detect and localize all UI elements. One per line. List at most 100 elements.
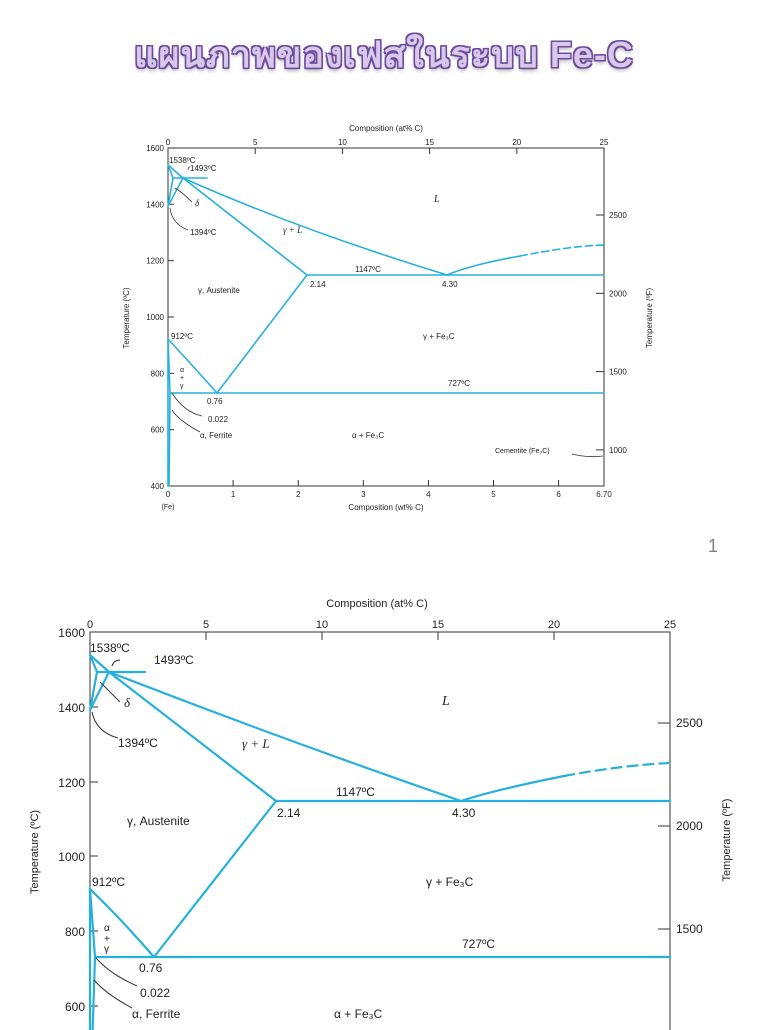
left-tick-label: 600 <box>65 1000 85 1014</box>
label-214: 2.14 <box>277 806 301 820</box>
liquidus-cementite-solid <box>459 774 566 803</box>
label-liquid: L <box>433 194 440 205</box>
left-axis-title: Temperature (ºC) <box>122 287 131 348</box>
top-tick-label: 20 <box>548 619 560 631</box>
top-tick-label: 10 <box>338 138 347 147</box>
label-1493: 1493ºC <box>154 653 194 667</box>
top-tick-label: 0 <box>87 619 93 631</box>
bottom-tick-label: 2 <box>296 490 301 499</box>
alpha-solvus <box>88 887 97 1030</box>
acm-line <box>216 274 308 394</box>
liquidus-line <box>167 164 448 276</box>
arrow-0022 <box>171 392 203 417</box>
left-tick-label: 800 <box>65 925 85 939</box>
leader-arrows <box>91 659 138 1009</box>
left-tick-label: 400 <box>151 482 165 491</box>
a3-line <box>167 338 218 394</box>
liquidus-cementite-dashed <box>519 244 605 257</box>
arrow-cementite <box>571 453 604 458</box>
delta-solidus <box>167 164 174 207</box>
label-1147: 1147ºC <box>336 785 375 799</box>
label-0022: 0.022 <box>208 415 229 424</box>
phase-boundaries <box>88 653 672 1030</box>
right-tick-label: 1500 <box>609 368 627 377</box>
top-axis-title: Composition (at% C) <box>326 598 427 610</box>
label-gamma: γ <box>104 944 109 955</box>
label-gamma: γ <box>180 383 184 390</box>
fe-label: (Fe) <box>162 504 175 511</box>
label-076: 0.76 <box>207 397 223 406</box>
label-alpha-fe3c: α + Fe₃C <box>334 1007 383 1021</box>
label-cementite: Cementite (Fe₃C) <box>495 448 550 455</box>
right-axis-ticks <box>596 214 604 451</box>
label-912: 912ºC <box>92 875 125 889</box>
arrow-ferrite <box>93 979 133 1009</box>
label-1394: 1394ºC <box>118 736 158 750</box>
page-number: 1 <box>708 536 719 556</box>
right-tick-label: 1500 <box>676 922 703 936</box>
left-tick-label: 1200 <box>146 257 164 266</box>
label-430: 4.30 <box>442 280 458 289</box>
top-tick-label: 5 <box>203 619 209 631</box>
gamma-delta-boundary <box>167 177 184 207</box>
right-tick-label: 1000 <box>609 446 627 455</box>
top-tick-label: 25 <box>664 619 676 631</box>
left-tick-label: 1400 <box>146 200 164 209</box>
right-axis-ticks <box>658 722 670 930</box>
right-axis-title: Temperature (ºF) <box>645 288 654 349</box>
arrow-ferrite <box>171 409 201 433</box>
bottom-axis-ticks <box>167 480 560 486</box>
label-1493: 1493ºC <box>190 164 217 173</box>
plot-frame <box>89 631 671 1030</box>
arrow-1493 <box>187 166 191 171</box>
label-912: 912ºC <box>171 332 193 341</box>
label-1394: 1394ºC <box>190 228 217 237</box>
acm-line <box>152 799 278 959</box>
bottom-tick-label: 3 <box>361 490 366 499</box>
phase-diagram-large: Composition (at% C) Temperature (ºC) Tem… <box>29 598 733 1030</box>
left-axis-title: Temperature (ºC) <box>29 810 41 894</box>
label-plus: + <box>180 375 184 382</box>
left-tick-label: 1600 <box>146 144 164 153</box>
label-delta: δ <box>124 695 131 710</box>
top-tick-label: 5 <box>253 138 258 147</box>
austenite-solidus <box>182 177 308 276</box>
right-tick-label: 2000 <box>676 819 703 833</box>
top-tick-label: 15 <box>425 138 434 147</box>
label-gamma-fe3c: γ + Fe₃C <box>423 332 455 341</box>
label-1538: 1538ºC <box>169 156 196 165</box>
left-tick-label: 1200 <box>58 776 85 790</box>
left-tick-label: 600 <box>151 426 165 435</box>
label-alpha-fe3c: α + Fe₃C <box>352 431 384 440</box>
label-ferrite: α, Ferrite <box>132 1007 181 1021</box>
right-tick-label: 2500 <box>676 716 703 730</box>
top-tick-label: 0 <box>166 138 171 147</box>
label-0022: 0.022 <box>140 986 170 1000</box>
top-tick-label: 15 <box>432 619 444 631</box>
left-tick-label: 1000 <box>146 313 164 322</box>
label-076: 0.76 <box>139 961 163 975</box>
label-delta: δ <box>195 198 200 208</box>
top-axis-ticks <box>167 148 605 154</box>
gamma-delta-boundary <box>88 670 111 712</box>
top-axis-ticks <box>89 632 671 640</box>
left-tick-label: 800 <box>151 369 165 378</box>
top-tick-label: 20 <box>512 138 521 147</box>
top-axis-title: Composition (at% C) <box>349 124 423 133</box>
label-ferrite: α, Ferrite <box>200 431 233 440</box>
label-alpha: α <box>104 923 110 934</box>
bottom-axis-title: Composition (wt% C) <box>348 503 423 512</box>
phase-boundaries <box>167 164 605 487</box>
right-tick-label: 2500 <box>609 211 627 220</box>
bottom-tick-label: 4 <box>426 490 431 499</box>
label-1147: 1147ºC <box>355 265 381 274</box>
label-727: 727ºC <box>448 379 470 388</box>
liquidus-line <box>88 653 463 803</box>
slide-title: แผนภาพของเฟสในระบบ Fe-C <box>134 34 634 75</box>
bottom-tick-label: 6.70 <box>596 490 612 499</box>
phase-diagram-small: Composition (at% C) Composition (wt% C) … <box>122 124 654 512</box>
left-tick-label: 1600 <box>58 626 85 640</box>
liquidus-cementite-dashed <box>562 761 672 778</box>
label-alpha: α <box>180 367 184 374</box>
top-tick-label: 25 <box>600 138 609 147</box>
